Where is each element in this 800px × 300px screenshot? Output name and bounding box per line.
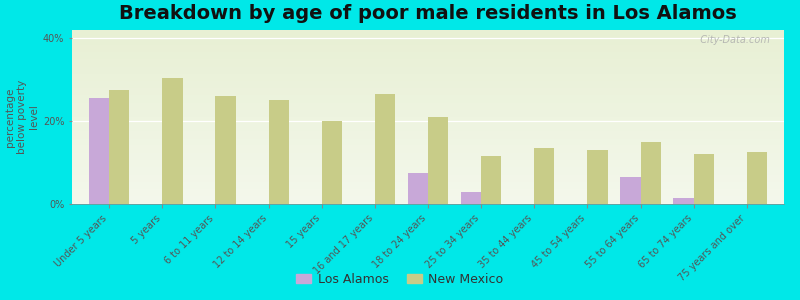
Bar	[641, 142, 661, 204]
Bar	[674, 198, 694, 204]
Bar	[322, 121, 342, 204]
Bar	[620, 177, 641, 204]
Bar	[747, 152, 767, 204]
Title: Breakdown by age of poor male residents in Los Alamos: Breakdown by age of poor male residents …	[119, 4, 737, 23]
Bar	[375, 94, 395, 204]
Bar	[481, 156, 502, 204]
Bar	[89, 98, 109, 204]
Bar	[109, 90, 130, 204]
Bar	[408, 173, 428, 204]
Bar	[587, 150, 607, 204]
Bar	[428, 117, 448, 204]
Bar	[534, 148, 554, 204]
Text: City-Data.com: City-Data.com	[694, 35, 770, 45]
Legend: Los Alamos, New Mexico: Los Alamos, New Mexico	[291, 268, 509, 291]
Bar	[162, 78, 182, 204]
Bar	[269, 100, 289, 204]
Bar	[215, 96, 236, 204]
Y-axis label: percentage
below poverty
level: percentage below poverty level	[6, 80, 38, 154]
Bar	[694, 154, 714, 204]
Bar	[461, 192, 481, 204]
